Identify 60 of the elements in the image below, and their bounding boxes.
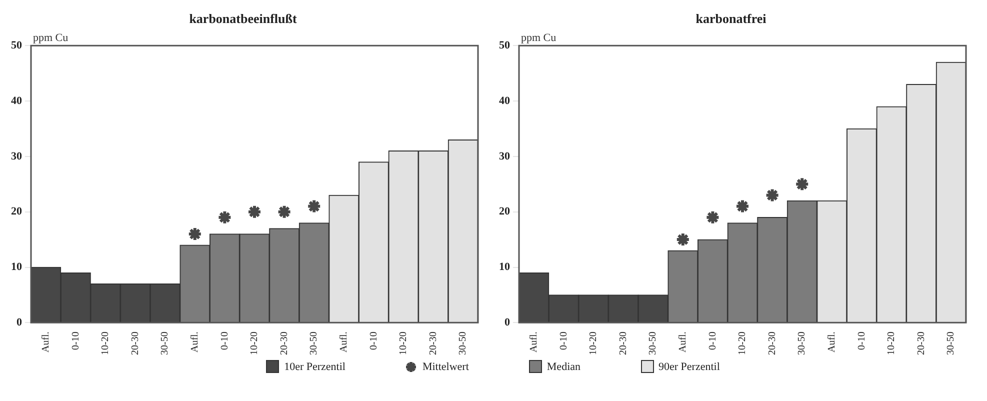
legend-label: Median bbox=[546, 360, 581, 372]
x-tick-label: 20-30 bbox=[766, 332, 778, 356]
x-tick-label: 20-30 bbox=[428, 332, 439, 356]
legend-label: Mittelwert bbox=[422, 360, 469, 372]
y-tick-label: 20 bbox=[499, 206, 510, 218]
x-tick-label: Aufl. bbox=[190, 332, 201, 353]
chart-title: karbonatbeeinflußt bbox=[189, 11, 298, 26]
x-tick-label: Aufl. bbox=[528, 332, 540, 353]
y-tick-label: 50 bbox=[11, 39, 22, 52]
x-tick-label: 20-30 bbox=[618, 332, 629, 356]
x-tick-label: 10-20 bbox=[737, 332, 748, 356]
x-tick-label: 10-20 bbox=[398, 332, 410, 356]
point bbox=[675, 232, 690, 248]
point bbox=[735, 198, 750, 214]
x-tick-label: 0-10 bbox=[707, 332, 718, 350]
point bbox=[705, 210, 720, 225]
point bbox=[764, 188, 780, 203]
legend-label: 90er Perzentil bbox=[658, 360, 720, 372]
x-tick-label: 10-20 bbox=[886, 332, 898, 356]
y-tick-label: 10 bbox=[11, 261, 22, 274]
x-tick-label: Aufl. bbox=[40, 332, 52, 353]
x-tick-label: 30-50 bbox=[458, 332, 469, 356]
point bbox=[247, 204, 262, 220]
y-tick-label: 20 bbox=[11, 206, 22, 218]
y-axis-title: ppm Cu bbox=[521, 32, 557, 44]
x-tick-label: 30-50 bbox=[308, 332, 320, 356]
x-tick-label: 20-30 bbox=[130, 332, 141, 356]
x-tick-label: 20-30 bbox=[916, 332, 927, 356]
y-tick-label: 40 bbox=[499, 94, 510, 107]
point bbox=[187, 226, 202, 242]
point bbox=[306, 198, 322, 214]
point bbox=[276, 204, 292, 220]
x-tick-label: 20-30 bbox=[278, 332, 290, 356]
x-tick-label: 30-50 bbox=[648, 332, 659, 356]
legend-label: 10er Perzentil bbox=[284, 360, 346, 372]
x-tick-label: Aufl. bbox=[826, 332, 838, 353]
x-tick-label: 30-50 bbox=[796, 332, 808, 356]
x-tick-label: 10-20 bbox=[100, 332, 112, 356]
y-axis-title: ppm Cu bbox=[33, 32, 69, 44]
y-tick-label: 50 bbox=[499, 39, 510, 52]
point bbox=[217, 210, 232, 225]
x-tick-label: 30-50 bbox=[946, 332, 957, 356]
x-tick-label: 10-20 bbox=[249, 332, 260, 356]
point bbox=[794, 176, 810, 192]
x-tick-label: 0-10 bbox=[368, 332, 380, 350]
x-tick-label: 0-10 bbox=[219, 332, 230, 350]
x-tick-label: 30-50 bbox=[160, 332, 171, 356]
y-tick-label: 40 bbox=[11, 94, 22, 107]
y-tick-label: 30 bbox=[499, 150, 510, 162]
y-tick-label: 0 bbox=[504, 316, 510, 329]
x-tick-label: 0-10 bbox=[558, 332, 570, 350]
x-tick-label: 10-20 bbox=[588, 332, 600, 356]
x-tick-label: 0-10 bbox=[856, 332, 868, 350]
y-tick-label: 10 bbox=[499, 261, 510, 274]
x-tick-label: Aufl. bbox=[338, 332, 350, 353]
x-tick-label: Aufl. bbox=[678, 332, 689, 353]
y-tick-label: 30 bbox=[11, 150, 22, 162]
chart-title: karbonatfrei bbox=[696, 11, 767, 26]
x-tick-label: 0-10 bbox=[70, 332, 82, 350]
y-tick-label: 0 bbox=[16, 316, 22, 329]
